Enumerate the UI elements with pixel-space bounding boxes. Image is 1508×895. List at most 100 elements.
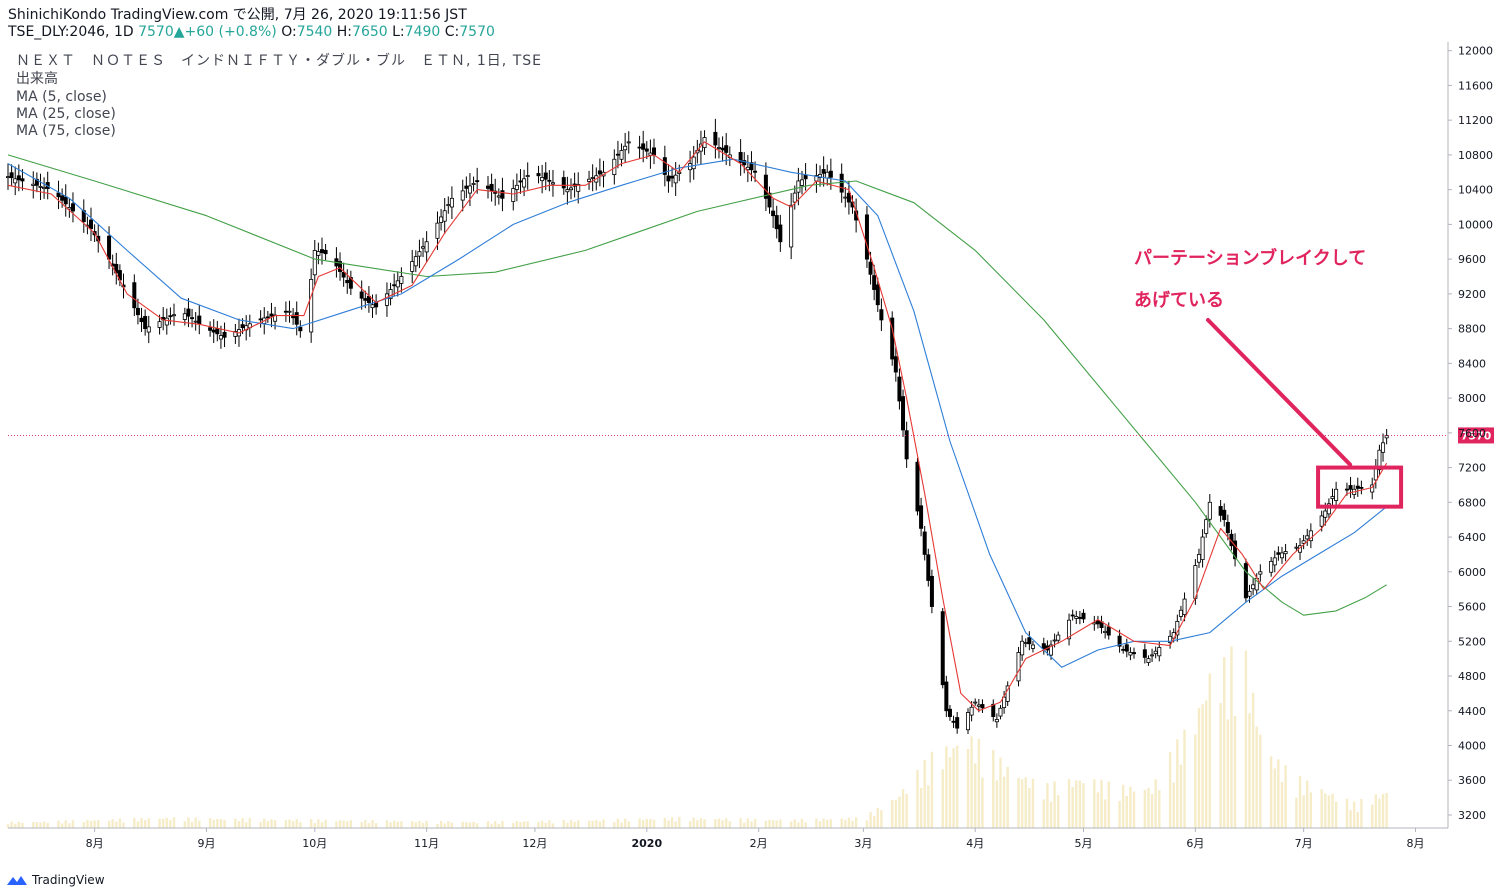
candle-body [536,173,541,177]
volume-bar [955,745,959,828]
candle-body [1070,614,1075,617]
candle-body [186,308,191,317]
candle-body [1168,635,1173,643]
candle-body [821,169,826,174]
candle-body [135,307,140,316]
candle-body [1077,617,1082,619]
volume-bar [1248,713,1251,828]
volume-bar [1183,729,1186,828]
candle-body [1117,635,1122,647]
volume-bar [945,746,948,828]
volume-bar [1147,787,1150,828]
volume-bar [241,818,244,828]
volume-bar [746,818,750,828]
candle-body [1355,485,1360,489]
volume-bar [775,820,778,828]
candle-body [1247,590,1252,597]
candle-body [763,174,768,199]
volume-bar [1251,692,1255,828]
change-value: +60 (+0.8%) [184,24,277,40]
candle-body [955,717,960,729]
tradingview-logo[interactable]: TradingView [6,873,105,887]
volume-bar [537,821,540,828]
time-tick-label: 3月 [854,837,872,850]
volume-bar [288,819,291,828]
candle-body [1294,546,1299,549]
candle-body [345,279,350,284]
annotation-line-1: パーテーションブレイクして [1134,248,1367,269]
candle-body [626,141,631,144]
volume-bar [1053,781,1056,828]
candle-body [197,315,202,325]
volume-bar [1345,798,1349,828]
candle-body [1095,620,1100,625]
candle-body [565,189,570,193]
volume-bar [497,823,501,828]
volume-bar [667,820,670,828]
volume-bar [461,821,464,828]
candle-body [215,327,220,335]
candle-body [547,179,552,182]
candle-body [1384,435,1389,439]
volume-bar [147,818,150,828]
volume-bar [475,823,479,828]
legend-ma75[interactable]: MA (75, close) [16,123,116,139]
volume-bar [1049,801,1053,828]
volume-bar [526,821,529,828]
candle-body [1301,540,1306,544]
candle-body [771,210,776,217]
legend-volume[interactable]: 出来高 [16,71,58,87]
candle-body [1002,696,1007,708]
candle-body [774,215,779,230]
volume-bar [696,820,699,828]
volume-bar [367,823,371,828]
volume-bar [21,822,24,828]
candle-body [359,291,364,299]
candle-body [1258,571,1263,575]
volume-bar [501,821,504,828]
candle-body [208,327,213,331]
candle-body [738,152,743,163]
candle-body [56,192,61,198]
volume-bar [1067,779,1071,828]
axes[interactable]: 3200 3600 4000 4400 4800 5200 5600 6000 6400 6800… [8,42,1493,850]
current-price-label: 7570 [1461,429,1492,442]
volume-bar [1194,734,1197,828]
candle-body [1153,650,1158,655]
candle-body [1344,488,1349,491]
candle-body [399,276,404,284]
candle-body [294,312,299,325]
volume-bar [291,821,295,828]
candle-body [644,148,649,152]
candle-body [1081,612,1086,620]
candle-body [1305,535,1310,540]
candle-body [976,704,981,707]
candle-body [753,170,758,173]
candle-body [1334,488,1339,501]
volume-bar [515,821,519,828]
candle-body [543,172,548,180]
volume-bar [364,819,367,828]
candle-body [818,174,823,179]
volume-bar [172,817,176,828]
candle-body [60,195,65,201]
legend-ma25[interactable]: MA (25, close) [16,106,116,122]
legend-ma5[interactable]: MA (5, close) [16,89,107,105]
series-title[interactable]: ＮＥＸＴ ＮＯＴＥＳ インドＮＩＦＴＹ・ダブル・ブル ＥＴＮ, 1日, TSE [16,53,542,69]
candle-body [864,214,869,260]
volume-bar [161,818,165,828]
candle-body [796,180,801,193]
ohlc-bar: TSE_DLY:2046, 1D 7570▲+60 (+0.8%) O:7540… [8,24,495,41]
volume-bar [966,748,970,828]
volume-bar [158,818,161,828]
volume-bar [995,780,999,828]
volume-bar [1176,739,1179,828]
volume-bar [468,822,472,828]
volume-bar [1295,797,1298,828]
candle-body [1182,598,1187,616]
volume-bar [1226,719,1230,828]
volume-bar [1028,788,1031,828]
candle-body [966,712,971,731]
volume-bar [1371,804,1374,828]
